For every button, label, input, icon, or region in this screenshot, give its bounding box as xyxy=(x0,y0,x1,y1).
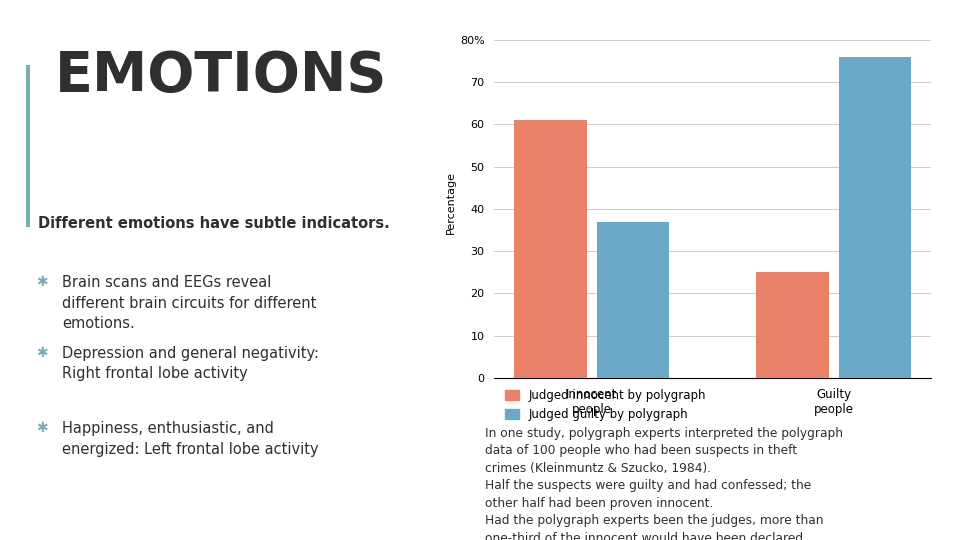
Bar xyxy=(26,65,30,227)
Y-axis label: Percentage: Percentage xyxy=(445,171,456,234)
Text: Depression and general negativity:
Right frontal lobe activity: Depression and general negativity: Right… xyxy=(62,346,320,381)
Legend: Judged innocent by polygraph, Judged guilty by polygraph: Judged innocent by polygraph, Judged gui… xyxy=(500,384,710,426)
Text: In one study, polygraph experts interpreted the polygraph
data of 100 people who: In one study, polygraph experts interpre… xyxy=(485,427,843,540)
Bar xyxy=(596,221,669,378)
Bar xyxy=(839,57,911,378)
Text: ✱: ✱ xyxy=(36,275,48,289)
Bar xyxy=(515,120,587,378)
Text: Brain scans and EEGs reveal
different brain circuits for different
emotions.: Brain scans and EEGs reveal different br… xyxy=(62,275,317,331)
Bar xyxy=(756,272,829,378)
Text: EMOTIONS: EMOTIONS xyxy=(56,49,388,103)
Text: Different emotions have subtle indicators.: Different emotions have subtle indicator… xyxy=(38,216,390,231)
Text: Happiness, enthusiastic, and
energized: Left frontal lobe activity: Happiness, enthusiastic, and energized: … xyxy=(62,421,319,457)
Text: ✱: ✱ xyxy=(36,346,48,360)
Text: ✱: ✱ xyxy=(36,421,48,435)
